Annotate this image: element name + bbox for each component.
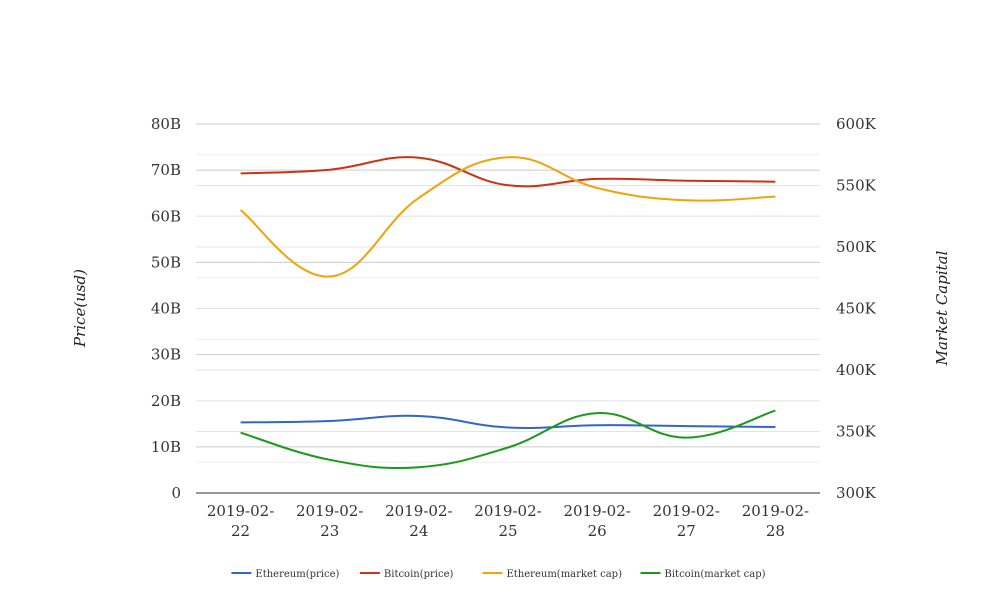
legend-label: Ethereum(price) bbox=[255, 569, 339, 580]
series-lines bbox=[240, 156, 776, 470]
y-tick-label-right: 500K bbox=[836, 238, 877, 256]
x-tick-label: 2019-02-25 bbox=[474, 502, 541, 540]
y-tick-label-left: 70B bbox=[151, 161, 181, 179]
series-line-bitcoin-price bbox=[240, 156, 776, 188]
y-tick-label-left: 60B bbox=[151, 207, 181, 225]
x-tick-label: 2019-02-27 bbox=[653, 502, 720, 540]
y-axis-title-left: Price(usd) bbox=[71, 269, 89, 348]
y-tick-label-left: 20B bbox=[151, 392, 181, 410]
y-tick-label-left: 50B bbox=[151, 253, 181, 271]
legend-label: Bitcoin(market cap) bbox=[665, 569, 766, 580]
legend: Ethereum(price) Bitcoin(price) Ethereum(ma… bbox=[231, 569, 766, 580]
series-line-bitcoin-market-cap bbox=[240, 409, 776, 470]
series-line-ethereum-price bbox=[240, 414, 776, 429]
y-tick-label-right: 300K bbox=[836, 484, 877, 502]
y-tick-label-right: 450K bbox=[836, 300, 877, 318]
x-tick-label: 2019-02-24 bbox=[385, 502, 452, 540]
y-tick-label-left: 0 bbox=[171, 484, 181, 502]
x-tick-label: 2019-02-28 bbox=[742, 502, 809, 540]
y-tick-label-left: 40B bbox=[151, 300, 181, 318]
y-tick-label-left: 80B bbox=[151, 115, 181, 133]
y-axis-title-right: Market Capital bbox=[933, 250, 951, 366]
y-tick-label-right: 400K bbox=[836, 361, 877, 379]
x-tick-label: 2019-02-22 bbox=[207, 502, 274, 540]
y-tick-label-right: 600K bbox=[836, 115, 877, 133]
legend-label: Bitcoin(price) bbox=[384, 569, 454, 580]
x-tick-label: 2019-02-23 bbox=[296, 502, 363, 540]
y-tick-label-right: 350K bbox=[836, 423, 877, 441]
x-tick-label: 2019-02-26 bbox=[563, 502, 630, 540]
y-tick-label-left: 10B bbox=[151, 438, 181, 456]
legend-label: Ethereum(market cap) bbox=[507, 569, 623, 580]
axes: 0 10B 20B 30B 40B 50B 60B 70B 80B 300K 350K 400K 450… bbox=[151, 115, 877, 540]
y-tick-label-right: 550K bbox=[836, 177, 877, 195]
series-line-ethereum-market-cap bbox=[240, 156, 776, 278]
grid-lines bbox=[196, 123, 820, 463]
y-tick-label-left: 30B bbox=[151, 346, 181, 364]
